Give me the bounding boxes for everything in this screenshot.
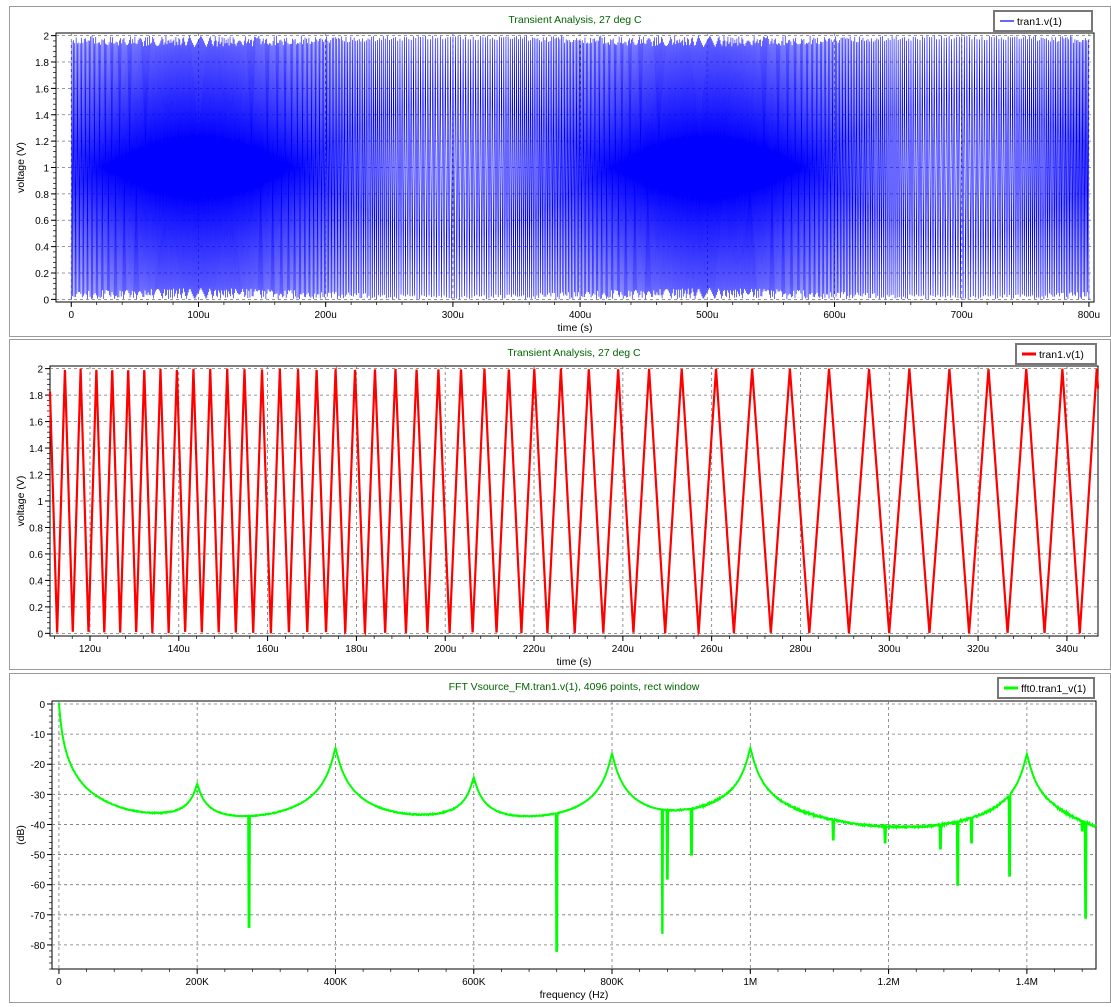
x-tick-label: 120u (79, 644, 101, 655)
x-tick-label: 500u (696, 310, 718, 321)
fft-peak-point (195, 790, 199, 793)
chart-transient-full: 0 100u 200u 300u 400u 500u 600u 700u 800u 0 0.2 0.4… (15, 10, 1100, 334)
x-tick-label: 260u (701, 644, 723, 655)
chart-transient-zoom: 120u 140u 160u 180u 200u 220u 240u 260u 280u 300u… (15, 343, 1100, 668)
y-tick-label: 1.8 (29, 391, 43, 402)
x-tick-label: 100u (187, 310, 209, 321)
y-tick-label: -50 (31, 851, 46, 862)
y-tick-label: 0.8 (29, 523, 43, 534)
legend-label: tran1.v(1) (1017, 16, 1062, 28)
x-tick-label: 300u (878, 644, 900, 655)
y-tick-label: 2 (43, 32, 49, 43)
y-tick-label: -60 (31, 881, 46, 892)
x-tick-label: 340u (1056, 644, 1078, 655)
y-tick-label: 2 (37, 365, 43, 376)
chart-title: FFT Vsource_FM.tran1.v(1), 4096 points, … (449, 681, 700, 693)
y-tick-label: 1.2 (29, 471, 43, 482)
x-tick-label: 1.4M (1016, 977, 1038, 988)
fft-peak-point (610, 754, 614, 757)
y-tick-label: 1.4 (35, 111, 49, 122)
x-tick-label: 200u (315, 310, 337, 321)
y-tick-label: 1.4 (29, 444, 43, 455)
x-tick-label: 600K (462, 977, 486, 988)
x-tick-label: 160u (256, 644, 278, 655)
fft-peak-point (472, 781, 475, 784)
y-tick-label: 1.8 (35, 58, 49, 69)
y-tick-label: 0 (43, 295, 49, 306)
fft-peak-point (749, 747, 752, 751)
legend-box (993, 10, 1093, 32)
y-tick-label: 1 (43, 164, 49, 175)
x-axis-label: time (s) (557, 656, 592, 668)
x-tick-label: 320u (967, 644, 989, 655)
y-tick-label: -70 (31, 911, 46, 922)
x-tick-label: 400K (324, 977, 348, 988)
x-tick-label: 0 (56, 977, 62, 988)
x-tick-label: 300u (442, 310, 464, 321)
y-tick-label: 1 (37, 497, 43, 508)
x-tick-label: 600u (823, 310, 845, 321)
x-tick-label: 240u (612, 644, 634, 655)
x-tick-label: 400u (569, 310, 591, 321)
x-tick-label: 0 (68, 310, 74, 321)
chart-panel-transient-zoom: 120u 140u 160u 180u 200u 220u 240u 260u 280u 300u… (9, 339, 1111, 670)
y-tick-label: 0 (39, 700, 45, 711)
chart-title: Transient Analysis, 27 deg C (508, 14, 642, 26)
y-tick-label: 1.6 (29, 418, 43, 429)
chart-fft: 0 200K 400K 600K 800K 1M 1.2M 1.4M 0 -10 -20 -30 -40… (15, 677, 1097, 1001)
x-axis-label: frequency (Hz) (540, 989, 609, 1001)
chart-title: Transient Analysis, 27 deg C (507, 347, 641, 359)
x-tick-label: 180u (345, 644, 367, 655)
y-tick-label: 0.8 (35, 190, 49, 201)
x-tick-label: 800K (600, 977, 624, 988)
plot-area (51, 700, 1097, 970)
legend-label: tran1.v(1) (1039, 349, 1084, 361)
y-axis-label: (dB) (15, 825, 27, 845)
y-axis-label: voltage (V) (15, 476, 27, 527)
y-tick-label: 0.4 (35, 243, 49, 254)
legend-box (997, 677, 1095, 699)
y-axis-label: voltage (V) (15, 142, 27, 193)
y-tick-label: 1.2 (35, 137, 49, 148)
series-line-fft (57, 703, 1097, 952)
x-tick-label: 220u (523, 644, 545, 655)
fft-peak-point (1025, 754, 1029, 757)
y-tick-label: -20 (31, 760, 46, 771)
y-tick-label: 0.2 (35, 269, 49, 280)
x-tick-label: 800u (1078, 310, 1100, 321)
y-tick-label: 0.4 (29, 576, 43, 587)
y-tick-label: -30 (31, 790, 46, 801)
x-tick-label: 140u (168, 644, 190, 655)
legend-box (1015, 343, 1097, 365)
series-line-tran1-v1 (70, 35, 1090, 300)
x-axis-label: time (s) (558, 322, 593, 334)
x-tick-label: 700u (951, 310, 973, 321)
y-tick-label: 0 (37, 629, 43, 640)
legend-label: fft0.tran1_v(1) (1021, 683, 1086, 695)
y-tick-label: -10 (31, 730, 46, 741)
chart-panel-fft: 0 200K 400K 600K 800K 1M 1.2M 1.4M 0 -10 -20 -30 -40… (9, 673, 1111, 1003)
x-tick-label: 1M (743, 977, 757, 988)
fft-peak-point (334, 747, 337, 751)
y-tick-label: 1.6 (35, 84, 49, 95)
x-tick-label: 200K (186, 977, 210, 988)
y-tick-label: -40 (31, 820, 46, 831)
y-tick-label: 0.6 (35, 216, 49, 227)
y-tick-label: -80 (31, 941, 46, 952)
x-tick-label: 200u (434, 644, 456, 655)
fft-peak-point (57, 702, 61, 706)
x-tick-label: 280u (789, 644, 811, 655)
chart-panel-transient-full: 0 100u 200u 300u 400u 500u 600u 700u 800u 0 0.2 0.4… (9, 6, 1111, 337)
y-tick-label: 0.2 (29, 603, 43, 614)
x-tick-label: 1.2M (877, 977, 899, 988)
series-line-tran1-v1-zoom (48, 366, 1100, 637)
y-tick-label: 0.6 (29, 550, 43, 561)
